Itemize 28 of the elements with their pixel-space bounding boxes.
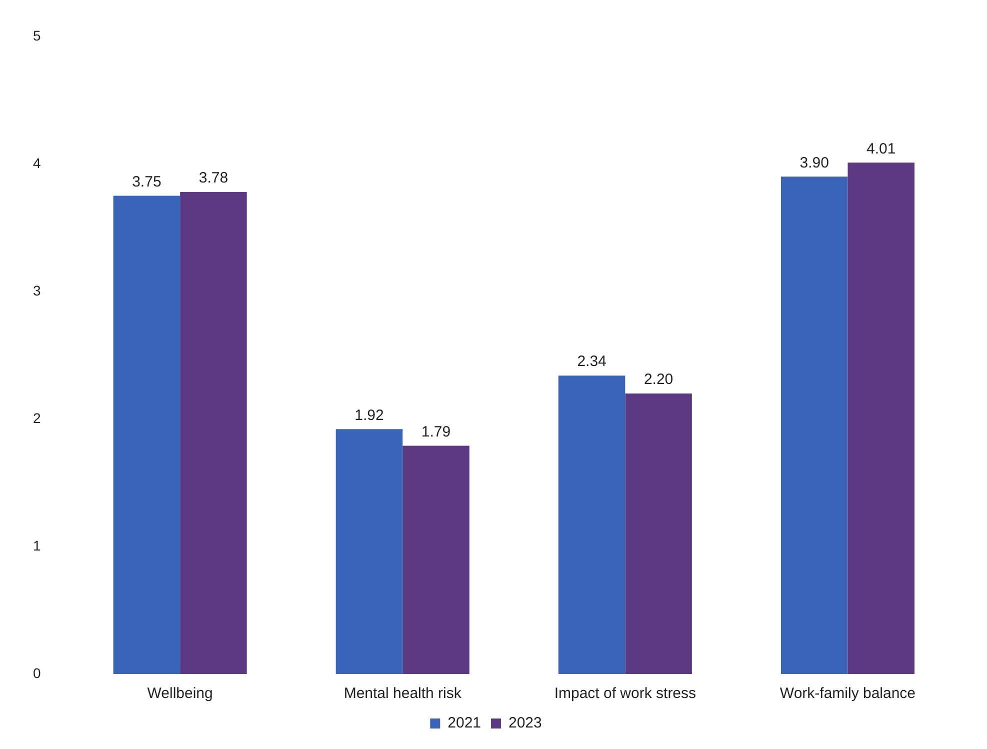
y-tick-label: 2 bbox=[32, 410, 41, 426]
x-tick-label: Wellbeing bbox=[147, 685, 213, 702]
data-label: 1.79 bbox=[421, 423, 451, 440]
data-label: 2.20 bbox=[644, 371, 674, 388]
bar bbox=[625, 393, 692, 674]
y-tick-label: 4 bbox=[32, 154, 41, 171]
y-tick-label: 1 bbox=[32, 537, 41, 554]
legend-label: 2023 bbox=[508, 714, 542, 732]
data-label: 3.90 bbox=[800, 154, 829, 172]
data-label: 3.78 bbox=[198, 170, 228, 187]
bar bbox=[780, 176, 848, 674]
y-tick-label: 5 bbox=[32, 27, 41, 44]
bar bbox=[402, 446, 470, 674]
x-tick-label: Work-family balance bbox=[780, 685, 916, 702]
bar bbox=[336, 429, 403, 674]
data-label: 3.75 bbox=[132, 173, 162, 190]
legend-label: 2021 bbox=[448, 714, 482, 732]
y-tick-label: 3 bbox=[32, 282, 41, 298]
bar bbox=[558, 376, 626, 674]
bar bbox=[113, 196, 180, 674]
y-tick-label: 0 bbox=[32, 664, 41, 681]
data-label: 1.92 bbox=[354, 406, 384, 424]
data-label: 2.34 bbox=[577, 353, 606, 370]
bar bbox=[180, 192, 247, 674]
data-label: 4.01 bbox=[866, 140, 896, 158]
x-tick-label: Impact of work stress bbox=[554, 685, 696, 702]
x-tick-label: Mental health risk bbox=[344, 685, 462, 702]
bar bbox=[848, 162, 914, 674]
